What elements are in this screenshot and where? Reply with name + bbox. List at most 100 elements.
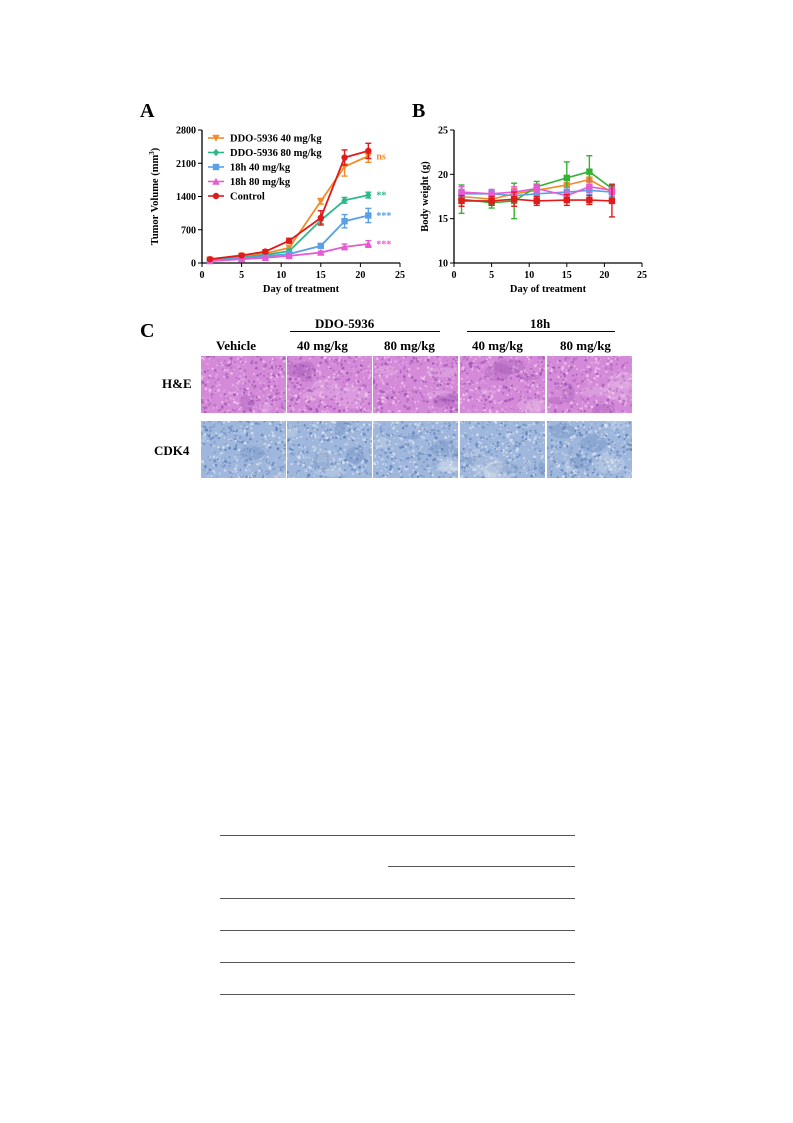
cdk4-image-18h-80 bbox=[547, 421, 632, 478]
micrograph-texture bbox=[201, 421, 286, 478]
data-point bbox=[317, 248, 325, 256]
x-axis-label: Day of treatment bbox=[263, 284, 340, 295]
legend-label: DDO-5936 40 mg/kg bbox=[230, 134, 322, 145]
data-point bbox=[533, 197, 540, 205]
micrograph-texture bbox=[287, 356, 372, 413]
legend-marker bbox=[212, 192, 220, 200]
he-image-ddo-80 bbox=[373, 356, 458, 413]
series-4 bbox=[206, 142, 372, 263]
data-point bbox=[261, 254, 270, 261]
series-3 bbox=[206, 239, 373, 265]
micrograph-texture bbox=[373, 356, 458, 413]
row-label-he: H&E bbox=[162, 376, 192, 391]
micrograph-texture bbox=[460, 421, 545, 478]
table-rule-row bbox=[220, 930, 575, 931]
legend-marker bbox=[212, 148, 220, 157]
x-tick-label: 0 bbox=[452, 270, 457, 281]
he-image-vehicle bbox=[201, 356, 286, 413]
table-rule-bottom bbox=[220, 994, 575, 995]
cdk4-image-ddo-40 bbox=[287, 421, 372, 478]
he-image-18h-80 bbox=[547, 356, 632, 413]
data-point bbox=[317, 198, 325, 205]
significance-label: *** bbox=[376, 211, 391, 222]
table-rule-top bbox=[220, 835, 575, 836]
group-label-18h: 18h bbox=[530, 316, 551, 331]
data-point bbox=[563, 196, 570, 204]
table-rule-row bbox=[220, 962, 575, 963]
panel-letter-b: B bbox=[412, 100, 426, 122]
group-rule-18h bbox=[467, 331, 615, 332]
group-label-ddo5936: DDO-5936 bbox=[315, 316, 375, 331]
legend-marker bbox=[212, 163, 220, 171]
legend-label: Control bbox=[230, 192, 265, 203]
significance-label: ** bbox=[376, 191, 386, 202]
cdk4-image-vehicle bbox=[201, 421, 286, 478]
row-label-cdk4: CDK4 bbox=[154, 443, 190, 458]
data-point bbox=[285, 252, 293, 260]
column-label-18h-40: 40 mg/kg bbox=[472, 338, 523, 353]
y-tick-label: 700 bbox=[181, 225, 196, 236]
column-label-ddo-80: 80 mg/kg bbox=[384, 338, 435, 353]
micrograph-texture bbox=[460, 356, 545, 413]
y-tick-label: 2800 bbox=[176, 126, 196, 137]
data-point bbox=[341, 196, 348, 205]
data-point bbox=[262, 248, 269, 255]
legend-label: 18h 80 mg/kg bbox=[230, 177, 291, 188]
he-image-ddo-40 bbox=[287, 356, 372, 413]
cdk4-image-ddo-80 bbox=[373, 421, 458, 478]
x-tick-label: 25 bbox=[395, 270, 405, 281]
data-point bbox=[586, 196, 593, 204]
micrograph-texture bbox=[547, 421, 632, 478]
table-rule-header bbox=[220, 898, 575, 899]
x-tick-label: 15 bbox=[316, 270, 326, 281]
data-point bbox=[340, 243, 349, 251]
data-point bbox=[510, 195, 518, 203]
y-tick-label: 10 bbox=[438, 259, 448, 270]
data-point bbox=[586, 168, 593, 175]
data-point bbox=[488, 197, 495, 205]
legend-label: DDO-5936 80 mg/kg bbox=[230, 148, 322, 159]
data-point bbox=[563, 174, 570, 182]
data-point bbox=[458, 188, 465, 196]
data-point bbox=[364, 240, 373, 248]
body-weight-chart: 0 5 10 15 20 25 10 15 20 25 Day of treatment Body w… bbox=[420, 126, 647, 296]
y-tick-label: 25 bbox=[438, 126, 448, 137]
y-tick-label: 2100 bbox=[176, 159, 196, 170]
column-label-vehicle: Vehicle bbox=[216, 338, 256, 353]
data-point bbox=[317, 242, 324, 250]
micrograph-texture bbox=[201, 356, 286, 413]
data-point bbox=[238, 252, 245, 259]
data-point bbox=[206, 256, 214, 263]
x-axis-label: Day of treatment bbox=[510, 284, 587, 295]
significance-label: *** bbox=[376, 240, 391, 251]
cdk4-image-18h-40 bbox=[460, 421, 545, 478]
x-tick-label: 5 bbox=[489, 270, 494, 281]
micrograph-texture bbox=[287, 421, 372, 478]
y-tick-label: 1400 bbox=[176, 192, 196, 203]
panel-letter-a: A bbox=[140, 100, 155, 122]
y-tick-label: 20 bbox=[438, 170, 448, 181]
data-point bbox=[317, 214, 324, 222]
data-point bbox=[458, 197, 465, 205]
data-point bbox=[285, 237, 293, 244]
data-point bbox=[488, 190, 495, 198]
series-4 bbox=[458, 184, 616, 218]
group-rule-ddo5936 bbox=[290, 331, 440, 332]
y-axis-label: Tumor Volume (mm3) bbox=[148, 147, 161, 245]
he-image-18h-40 bbox=[460, 356, 545, 413]
significance-label: ns bbox=[376, 152, 386, 163]
legend-marker bbox=[212, 134, 220, 142]
legend-marker bbox=[212, 177, 220, 185]
x-tick-label: 5 bbox=[239, 270, 244, 281]
table-rule-subheader bbox=[388, 866, 575, 867]
y-axis-label: Body weight (g) bbox=[420, 161, 431, 232]
data-point bbox=[341, 218, 348, 225]
data-point bbox=[533, 185, 540, 192]
column-label-ddo-40: 40 mg/kg bbox=[297, 338, 348, 353]
panel-letter-c: C bbox=[140, 320, 155, 342]
data-point bbox=[365, 147, 372, 155]
y-tick-label: 0 bbox=[191, 259, 196, 270]
y-tick-label: 15 bbox=[438, 214, 448, 225]
micrograph-texture bbox=[547, 356, 632, 413]
legend-label: 18h 40 mg/kg bbox=[230, 163, 291, 174]
